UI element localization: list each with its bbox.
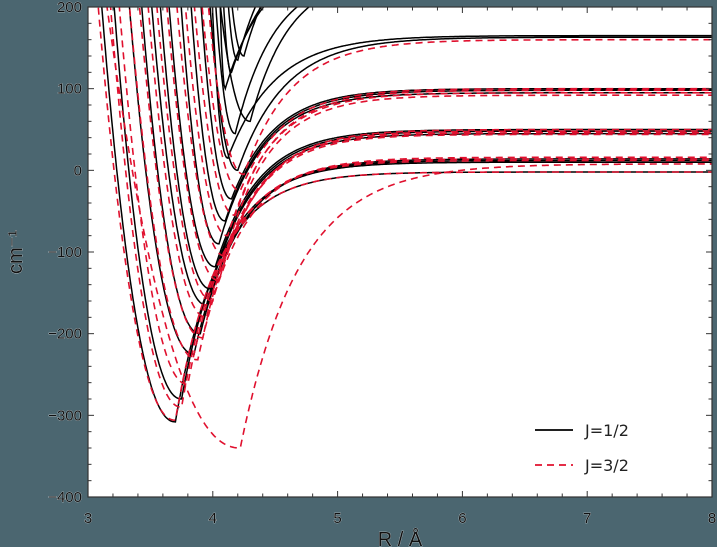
j32-curve <box>147 7 712 319</box>
j32-curve <box>118 7 712 386</box>
j32-curve <box>97 7 712 421</box>
x-tick-label: 4 <box>209 510 217 527</box>
x-tick-labels: 3 4 5 6 7 8 <box>84 510 717 528</box>
j32-curve <box>201 7 712 192</box>
j32-curve <box>166 7 712 282</box>
j32-curve <box>193 7 712 217</box>
y-axis-title: cm⁻¹ <box>5 230 27 274</box>
j12-curve <box>209 7 712 172</box>
curves-group <box>97 7 712 449</box>
x-tick-label: 7 <box>583 510 591 527</box>
y-tick-label: −300 <box>48 407 82 424</box>
legend: J=1/2 J=3/2 <box>535 421 629 475</box>
j32-curve <box>176 7 712 257</box>
j12-curve <box>190 7 712 222</box>
j12-curve <box>219 7 311 123</box>
j32-curve <box>106 7 712 449</box>
j12-curve <box>215 7 299 135</box>
y-tick-label: 0 <box>74 162 82 179</box>
legend-label-j32: J=3/2 <box>584 456 629 475</box>
x-tick-label: 8 <box>708 510 716 527</box>
y-tick-label: 100 <box>57 81 82 98</box>
j32-curve <box>109 7 712 409</box>
j12-curve <box>211 7 712 160</box>
x-axis-title: R / Å <box>378 528 423 547</box>
j32-curve <box>156 7 712 302</box>
y-tick-labels: −400 −300 −200 −100 0 100 200 <box>48 0 82 506</box>
x-tick-label: 6 <box>458 510 466 527</box>
x-tick-label: 5 <box>333 510 341 527</box>
j32-curve <box>128 7 712 361</box>
j32-curve <box>184 7 712 237</box>
y-tick-label: −400 <box>48 489 82 506</box>
y-tick-label: −100 <box>48 244 82 261</box>
legend-label-j12: J=1/2 <box>584 421 629 440</box>
j32-curve <box>207 7 712 176</box>
y-tick-label: −200 <box>48 326 82 343</box>
x-tick-label: 3 <box>84 510 92 527</box>
j12-curve <box>113 7 712 400</box>
y-tick-label: 200 <box>57 0 82 16</box>
axis-ticks <box>87 6 713 498</box>
